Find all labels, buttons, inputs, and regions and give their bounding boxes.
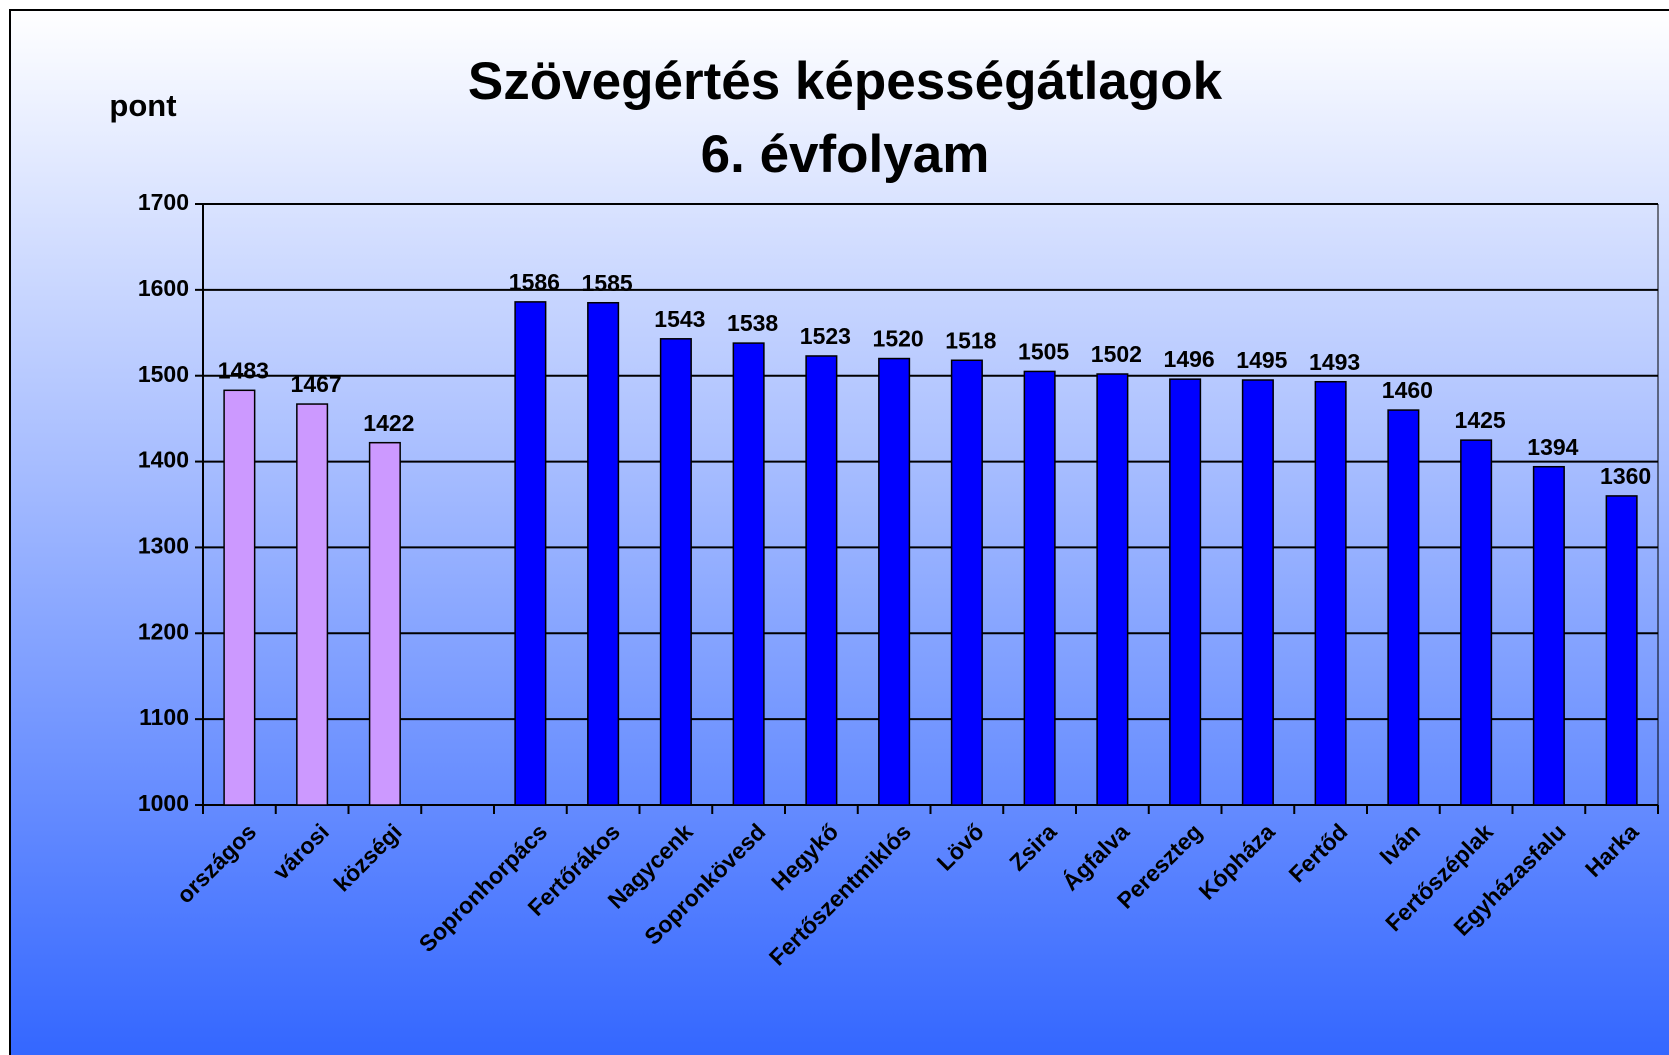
bar — [1314, 380, 1347, 806]
chart-title: Szövegértés képességátlagok — [468, 52, 1223, 111]
y-tick-label: 1300 — [138, 533, 189, 559]
bar — [223, 389, 256, 806]
y-tick-label: 1700 — [138, 189, 189, 215]
y-tick-label: 1000 — [138, 790, 189, 816]
data-label: 1586 — [509, 269, 560, 295]
bar — [1387, 409, 1420, 806]
data-label: 1585 — [582, 270, 633, 296]
y-tick-label: 1500 — [138, 361, 189, 387]
data-label: 1483 — [218, 357, 269, 383]
y-tick-label: 1400 — [138, 447, 189, 473]
bar — [368, 441, 401, 806]
bar — [514, 301, 547, 806]
data-label: 1502 — [1091, 341, 1142, 367]
data-label: 1520 — [873, 326, 924, 352]
data-label: 1505 — [1018, 338, 1069, 364]
data-label: 1496 — [1164, 346, 1215, 372]
bar — [1532, 465, 1565, 806]
bar — [1096, 373, 1129, 806]
data-label: 1394 — [1527, 434, 1578, 460]
bar — [950, 359, 983, 806]
bar — [296, 403, 329, 806]
data-label: 1518 — [945, 327, 996, 353]
data-label: 1495 — [1236, 347, 1287, 373]
bar — [1605, 495, 1638, 806]
data-label: 1360 — [1600, 463, 1651, 489]
data-label: 1493 — [1309, 349, 1360, 375]
y-tick-label: 1600 — [138, 275, 189, 301]
bar — [732, 342, 765, 806]
y-axis-label: pont — [109, 88, 176, 123]
y-tick-label: 1200 — [138, 618, 189, 644]
bar — [587, 301, 620, 806]
chart-title: 6. évfolyam — [701, 125, 990, 184]
data-label: 1425 — [1455, 407, 1506, 433]
bar — [1460, 439, 1493, 806]
data-label: 1422 — [363, 410, 414, 436]
bar — [805, 355, 838, 806]
bar — [1241, 379, 1274, 806]
data-label: 1538 — [727, 310, 778, 336]
y-tick-label: 1100 — [139, 704, 189, 730]
data-label: 1460 — [1382, 377, 1433, 403]
bar — [1169, 378, 1202, 806]
bar — [878, 357, 911, 806]
bar — [659, 338, 692, 806]
data-label: 1543 — [654, 306, 705, 332]
bar — [1023, 370, 1056, 806]
data-label: 1523 — [800, 323, 851, 349]
data-label: 1467 — [291, 371, 342, 397]
